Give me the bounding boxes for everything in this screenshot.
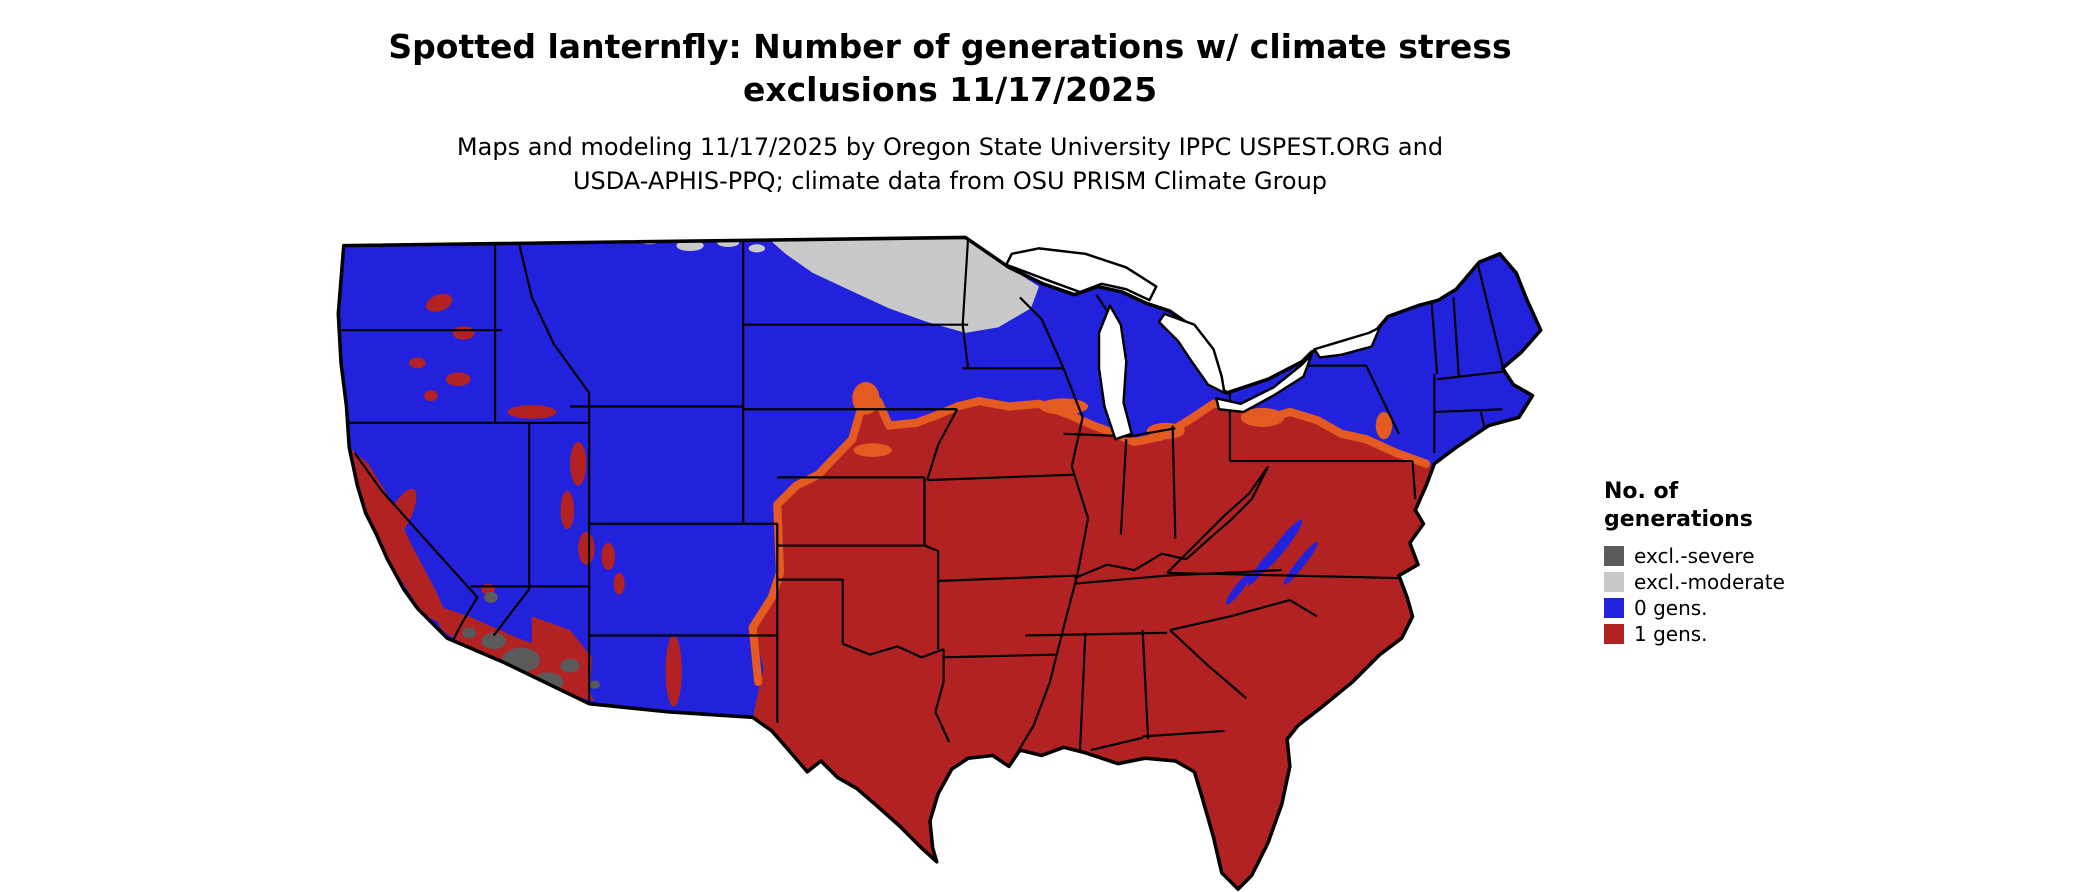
map-appalachian-blue-slivers bbox=[1225, 519, 1318, 605]
legend-label-excl-severe: excl.-severe bbox=[1634, 544, 1755, 569]
legend-swatch-excl-severe bbox=[1604, 546, 1624, 567]
legend-label-0-gens: 0 gens. bbox=[1634, 596, 1708, 621]
figure-title: Spotted lanternfly: Number of generation… bbox=[388, 27, 1512, 109]
legend: No. of generations excl.-severe excl.-mo… bbox=[1604, 478, 1934, 650]
figure-subtitle: Maps and modeling 11/17/2025 by Oregon S… bbox=[456, 132, 1444, 195]
lake-superior bbox=[1005, 247, 1158, 302]
state-borders bbox=[338, 237, 1509, 754]
us-map bbox=[327, 232, 1582, 892]
legend-label-excl-moderate: excl.-moderate bbox=[1634, 570, 1785, 595]
lake-erie bbox=[1215, 353, 1313, 414]
legend-swatch-0-gens bbox=[1604, 598, 1624, 619]
legend-label-1-gens: 1 gens. bbox=[1634, 622, 1708, 647]
legend-item-excl-severe: excl.-severe bbox=[1604, 544, 1934, 569]
legend-title: No. of generations bbox=[1604, 479, 1753, 533]
heading-block: Spotted lanternfly: Number of generation… bbox=[0, 0, 1900, 198]
legend-swatch-excl-moderate bbox=[1604, 572, 1624, 593]
legend-item-0-gens: 0 gens. bbox=[1604, 596, 1934, 621]
legend-swatch-1-gens bbox=[1604, 624, 1624, 645]
lake-ontario bbox=[1313, 326, 1382, 359]
legend-item-excl-moderate: excl.-moderate bbox=[1604, 570, 1934, 595]
great-lakes bbox=[1005, 247, 1382, 441]
legend-item-1-gens: 1 gens. bbox=[1604, 622, 1934, 647]
lake-michigan bbox=[1097, 304, 1133, 441]
map-transition-band bbox=[748, 381, 1431, 686]
lake-huron bbox=[1157, 312, 1226, 395]
us-map-svg bbox=[336, 235, 1543, 891]
